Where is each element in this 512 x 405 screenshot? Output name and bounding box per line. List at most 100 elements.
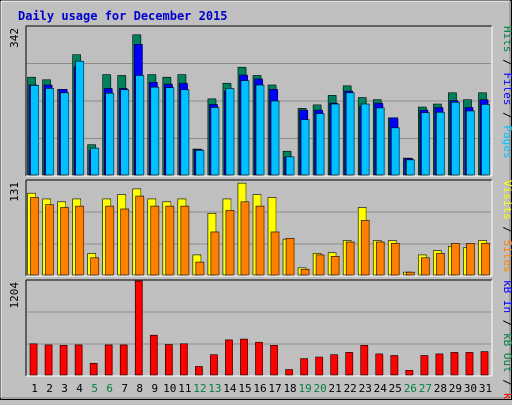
day-label: 25: [389, 382, 402, 395]
sites-bar: [330, 256, 340, 276]
sites-bar: [315, 254, 325, 276]
pages-bar: [375, 107, 385, 176]
pages-bar: [390, 127, 400, 176]
hits-files-pages-panel: 342: [8, 25, 493, 177]
day-label: 16: [253, 382, 266, 395]
pages-bar: [360, 103, 370, 176]
kbf-bar: [195, 366, 203, 376]
legend-item: Hits: [501, 26, 512, 53]
pages-bar: [45, 88, 54, 176]
day-label: 6: [106, 382, 113, 395]
hits-ymax-label: 342: [8, 28, 21, 48]
day-label: 13: [208, 382, 221, 395]
kbf-bar: [270, 345, 278, 376]
day-label: 22: [344, 382, 357, 395]
sites-bar: [225, 210, 235, 276]
day-label: 27: [419, 382, 432, 395]
day-label: 26: [404, 382, 417, 395]
kbf-bar: [134, 280, 143, 376]
legend-separator: /: [501, 373, 512, 393]
kbf-bar: [390, 355, 399, 376]
pages-bar: [406, 159, 415, 176]
sites-bar: [60, 207, 69, 276]
sites-bar: [285, 238, 295, 276]
kbf-bar: [225, 339, 233, 376]
pages-bar: [240, 80, 250, 176]
pages-bar: [285, 156, 295, 176]
kbf-bar: [300, 358, 308, 376]
pages-bar: [210, 107, 220, 176]
sites-bar: [210, 231, 220, 276]
kbytes-panel: 1204: [8, 279, 493, 377]
day-label: 8: [136, 382, 143, 395]
sites-bar: [180, 205, 190, 276]
kbf-bar: [119, 344, 128, 376]
pages-bar: [466, 110, 475, 176]
day-label: 21: [329, 382, 342, 395]
kbytes-ymax-label: 1204: [8, 282, 21, 309]
day-label: 11: [178, 382, 191, 395]
kbf-bar: [435, 353, 444, 376]
pages-bar: [315, 113, 325, 176]
kbf-bar: [360, 345, 369, 376]
day-label: 9: [151, 382, 158, 395]
sites-bar: [270, 231, 280, 276]
pages-bar: [330, 103, 340, 176]
legend-separator: /: [501, 313, 512, 333]
kbf-bar: [89, 362, 98, 376]
legend-separator: /: [501, 106, 512, 126]
kbf-bar: [104, 344, 113, 376]
day-label: 3: [61, 382, 68, 395]
kbf-bar: [180, 343, 188, 376]
legend-item: Sites: [501, 240, 512, 273]
kbf-bar: [420, 355, 429, 376]
kbf-bar: [315, 356, 323, 376]
kbf-bar: [44, 344, 53, 376]
kbf-bar: [450, 352, 459, 376]
day-label: 2: [46, 382, 53, 395]
kbf-bar: [345, 352, 353, 376]
chart-panels: 342 131 1204: [8, 25, 493, 377]
sites-bar: [390, 243, 400, 276]
x-axis-day-labels: 1 2 3 4 5 6 7 8 9 10 11 12 13 14 15 16 17 18 19 20 21 22 23 24 2…: [31, 382, 492, 395]
day-label: 14: [223, 382, 237, 395]
legend-separator: /: [501, 220, 512, 240]
sites-bar: [30, 197, 39, 276]
sites-bar: [90, 257, 99, 276]
day-label: 28: [434, 382, 447, 395]
day-label: 17: [268, 382, 281, 395]
sites-bar: [120, 208, 129, 276]
legend-item: Files: [501, 72, 512, 105]
sites-bar: [135, 195, 145, 276]
day-label: 5: [91, 382, 98, 395]
kbf-bar: [29, 343, 38, 376]
sites-bar: [165, 205, 175, 276]
day-label: 15: [238, 382, 251, 395]
pages-bar: [30, 85, 39, 176]
sites-bar: [45, 204, 54, 276]
pages-bar: [105, 92, 114, 176]
pages-bar: [300, 119, 310, 176]
sites-bar: [406, 271, 415, 276]
kbf-bar: [465, 352, 474, 376]
pages-bar: [75, 60, 84, 176]
sites-bar: [421, 257, 430, 276]
kbf-bar: [149, 334, 158, 376]
chart-title: Daily usage for December 2015: [18, 9, 228, 23]
day-label: 23: [359, 382, 372, 395]
legend-item: kB Out: [501, 333, 512, 373]
visits-ymax-label: 131: [8, 182, 21, 202]
day-label: 7: [121, 382, 128, 395]
pages-bar: [195, 150, 205, 176]
legend-separator: /: [501, 53, 512, 73]
legend-item: Pages: [501, 125, 512, 158]
day-label: 10: [163, 382, 176, 395]
sites-bar: [150, 205, 160, 276]
day-label: 18: [283, 382, 296, 395]
sites-bar: [240, 201, 250, 276]
pages-bar: [481, 104, 490, 176]
sites-bar: [436, 253, 445, 276]
chart-legends: Hits / Files / Pages Visits / Sites kB In …: [501, 26, 512, 405]
